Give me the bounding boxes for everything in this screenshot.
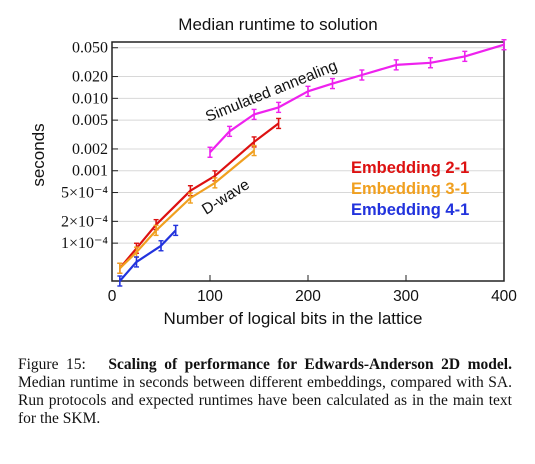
series-annotation-dwave: D-wave — [199, 176, 253, 218]
y-tick-label: 0.002 — [72, 141, 108, 158]
y-tick-label: 1×10⁻⁴ — [61, 235, 108, 252]
x-axis-label: Number of logical bits in the lattice — [164, 309, 423, 328]
runtime-chart: Median runtime to solution 1×10⁻⁴ 2×10⁻⁴ 5… — [29, 15, 517, 328]
grid-lines — [112, 47, 504, 244]
caption-bold: Scaling of performance for Edwards-Ander… — [108, 356, 512, 373]
y-tick-label: 2×10⁻⁴ — [61, 213, 108, 230]
legend-entry: Embedding 2-1 — [351, 159, 469, 177]
series-group — [117, 39, 507, 287]
y-tick-label: 0.050 — [72, 40, 108, 57]
y-axis-label: seconds — [29, 123, 48, 186]
legend-entry: Embedding 3-1 — [351, 180, 469, 198]
legend: Embedding 2-1 Embedding 3-1 Embedding 4-1 — [351, 159, 469, 219]
series-line-embedding-4-1 — [118, 229, 177, 282]
x-tick-label: 300 — [393, 288, 419, 305]
y-tick-label: 0.010 — [72, 90, 108, 107]
x-tick-label: 200 — [295, 288, 321, 305]
x-tick-label: 0 — [108, 288, 117, 305]
series-annotation-sa: Simulated annealing — [203, 57, 340, 125]
series-line-embedding-3-1 — [119, 149, 255, 270]
figure-caption: Figure 15: Scaling of performance for Ed… — [18, 356, 512, 428]
x-axis: 0 100 200 300 400 — [108, 275, 517, 305]
caption-text: Median runtime in seconds between differ… — [18, 374, 512, 427]
y-tick-label: 0.001 — [72, 163, 108, 180]
x-tick-label: 400 — [491, 288, 517, 305]
y-tick-label: 0.020 — [72, 69, 108, 86]
legend-entry: Embedding 4-1 — [351, 201, 469, 219]
chart-title: Median runtime to solution — [178, 15, 377, 34]
y-axis: 1×10⁻⁴ 2×10⁻⁴ 5×10⁻⁴ 0.001 0.002 0.005 0.010 0.… — [61, 40, 118, 252]
caption-label: Figure 15: — [18, 356, 86, 373]
y-tick-label: 0.005 — [72, 112, 108, 129]
y-tick-label: 5×10⁻⁴ — [61, 185, 108, 202]
x-tick-label: 100 — [197, 288, 223, 305]
